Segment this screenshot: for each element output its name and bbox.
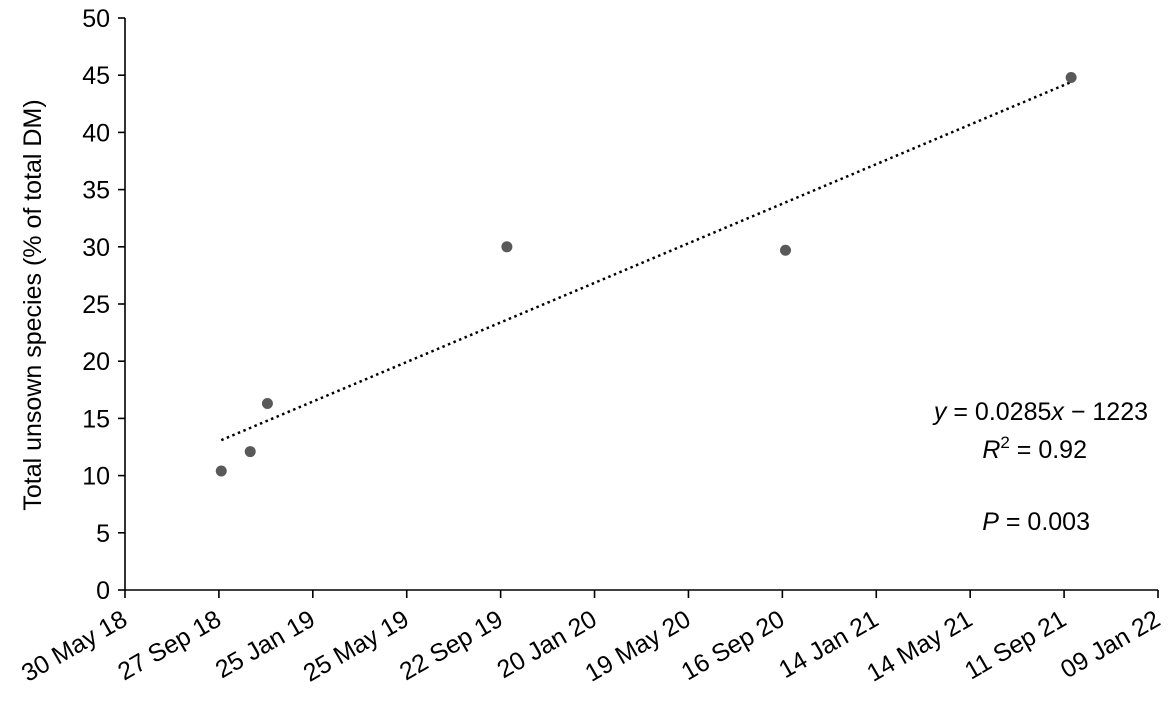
p-value: P = 0.003	[982, 508, 1090, 536]
y-tick-label: 5	[96, 520, 110, 548]
r-squared-exponent: 2	[1000, 433, 1009, 452]
data-point	[1065, 71, 1077, 83]
x-tick-label: 30 May 18	[17, 605, 132, 688]
equation-y-variable: y	[932, 398, 948, 426]
y-tick-label: 0	[96, 577, 110, 605]
data-point	[261, 398, 273, 410]
r-squared-symbol: R	[982, 436, 1000, 464]
y-tick-label: 50	[82, 5, 110, 33]
regression-equation: y = 0.0285x − 1223	[932, 398, 1148, 426]
data-point	[779, 244, 791, 256]
equation-x-variable: x	[1050, 398, 1065, 426]
equation-intercept: − 1223	[1064, 398, 1148, 426]
x-tick-label: 22 Sep 19	[395, 605, 508, 686]
y-tick-label: 15	[82, 405, 110, 433]
axes	[124, 18, 1158, 591]
y-tick-label: 25	[82, 291, 110, 319]
y-tick-label: 40	[82, 119, 110, 147]
equation-slope: = 0.0285	[946, 398, 1051, 426]
data-point	[215, 465, 227, 477]
r-squared-value: = 0.92	[1010, 436, 1087, 464]
y-tick-label: 30	[82, 234, 110, 262]
y-axis-title: Total unsown species (% of total DM)	[19, 99, 47, 510]
p-value-text: = 0.003	[999, 508, 1090, 536]
y-tick-label: 10	[82, 463, 110, 491]
trendline	[220, 80, 1072, 442]
x-tick-label: 11 Sep 21	[960, 605, 1071, 685]
data-points	[215, 71, 1077, 477]
x-tick-label: 19 May 20	[580, 605, 695, 688]
data-point	[244, 446, 256, 458]
r-squared: R2 = 0.92	[982, 433, 1087, 464]
x-tick-label: 25 May 19	[299, 605, 414, 688]
p-symbol: P	[982, 508, 999, 536]
x-tick-label: 09 Jan 22	[1056, 605, 1165, 684]
x-tick-label: 14 May 21	[862, 605, 977, 688]
data-point	[501, 241, 513, 253]
y-tick-label: 45	[82, 62, 110, 90]
x-tick-label: 27 Sep 18	[113, 605, 226, 686]
x-tick-label: 16 Sep 20	[677, 605, 790, 686]
y-tick-label: 20	[82, 348, 110, 376]
y-tick-label: 35	[82, 177, 110, 205]
y-axis-ticks: 0 5 10 15 20 25 30 35 40 45 50	[82, 5, 125, 605]
